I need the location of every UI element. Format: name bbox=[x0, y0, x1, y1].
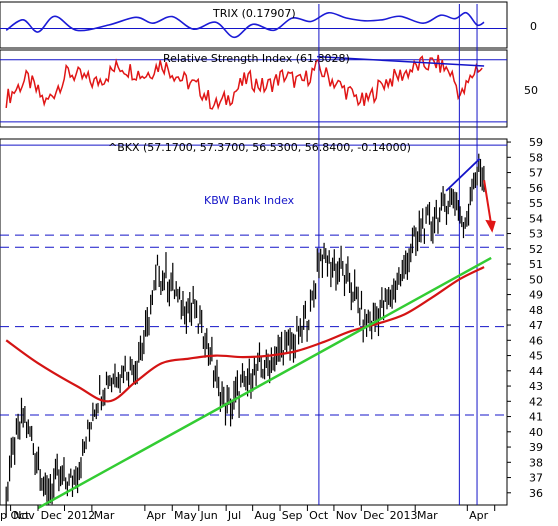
x-tick-label: Apr bbox=[147, 509, 167, 522]
rsi-tick-label: 50 bbox=[524, 84, 538, 97]
y-tick-label: 41 bbox=[529, 411, 543, 424]
y-tick-label: 44 bbox=[529, 365, 543, 378]
y-tick-label: 50 bbox=[529, 273, 543, 286]
y-tick-label: 58 bbox=[529, 151, 543, 164]
y-tick-label: 42 bbox=[529, 395, 543, 408]
x-tick-label: 2013 bbox=[390, 509, 418, 522]
x-tick-label: Dec bbox=[41, 509, 62, 522]
rsi-frame bbox=[0, 49, 508, 128]
y-tick-label: 53 bbox=[529, 228, 543, 241]
y-tick-label: 52 bbox=[529, 243, 543, 256]
y-tick-label: 57 bbox=[529, 167, 543, 180]
rsi-label: Relative Strength Index (61.8028) bbox=[163, 52, 350, 65]
support-trendline bbox=[37, 256, 492, 510]
trix-frame bbox=[0, 1, 508, 49]
rsi-series-line bbox=[5, 54, 483, 111]
trix-label: TRIX (0.17907) bbox=[212, 7, 296, 20]
trix-series-line bbox=[5, 11, 485, 39]
x-tick-label: Mar bbox=[417, 509, 438, 522]
x-tick-label: Sep bbox=[282, 509, 303, 522]
x-tick-label: Apr bbox=[469, 509, 489, 522]
price-frame bbox=[0, 138, 508, 506]
y-tick-label: 39 bbox=[529, 441, 543, 454]
resistance-trendline bbox=[445, 158, 481, 192]
y-tick-label: 40 bbox=[529, 426, 543, 439]
trix-tick-label: 0 bbox=[530, 20, 537, 33]
x-tick-label: 2012 bbox=[67, 509, 95, 522]
y-tick-label: 55 bbox=[529, 197, 543, 210]
y-tick-label: 37 bbox=[529, 472, 543, 485]
x-tick-label: Mar bbox=[94, 509, 115, 522]
y-tick-label: 59 bbox=[529, 136, 543, 149]
rsi-trendline bbox=[317, 55, 485, 67]
price-title: ^BKX (57.1700, 57.3700, 56.5300, 56.8400… bbox=[108, 141, 411, 154]
y-tick-label: 36 bbox=[529, 487, 543, 500]
x-tick-label: Nov bbox=[336, 509, 358, 522]
down-arrow-head bbox=[485, 219, 496, 233]
y-tick-label: 48 bbox=[529, 304, 543, 317]
y-tick-label: 56 bbox=[529, 182, 543, 195]
y-tick-label: 45 bbox=[529, 350, 543, 363]
rsi-layer bbox=[0, 54, 507, 123]
x-tick-label: May bbox=[174, 509, 197, 522]
y-tick-label: 43 bbox=[529, 380, 543, 393]
moving-average-line bbox=[5, 266, 485, 403]
y-tick-label: 47 bbox=[529, 319, 543, 332]
y-tick-label: 49 bbox=[529, 289, 543, 302]
y-tick-label: 51 bbox=[529, 258, 543, 271]
y-tick-label: 38 bbox=[529, 456, 543, 469]
x-tick-label: Dec bbox=[363, 509, 384, 522]
x-tick-label: Oct bbox=[309, 509, 329, 522]
price-panel: ^BKX (57.1700, 57.3700, 56.5300, 56.8400… bbox=[0, 4, 543, 522]
price-layer bbox=[0, 4, 507, 518]
x-tick-label: Jun bbox=[200, 509, 218, 522]
rsi-panel: Relative Strength Index (61.8028) 50 bbox=[0, 49, 538, 128]
trix-panel: TRIX (0.17907) 0 bbox=[0, 1, 537, 49]
x-tick-label: Aug bbox=[254, 509, 275, 522]
x-tick-label: p Oct bbox=[0, 509, 30, 522]
x-tick-label: Nov bbox=[13, 509, 35, 522]
kbw-annotation: KBW Bank Index bbox=[204, 194, 295, 207]
price-y-axis: 36 37 38 39 40 41 42 43 44 45 46 47 48 49 50 51 52 53 54 55… bbox=[507, 136, 543, 500]
y-tick-label: 46 bbox=[529, 334, 543, 347]
down-arrow-shaft bbox=[483, 180, 493, 225]
trix-layer bbox=[0, 11, 507, 39]
x-tick-label: Jul bbox=[227, 509, 241, 522]
y-tick-label: 54 bbox=[529, 212, 543, 225]
